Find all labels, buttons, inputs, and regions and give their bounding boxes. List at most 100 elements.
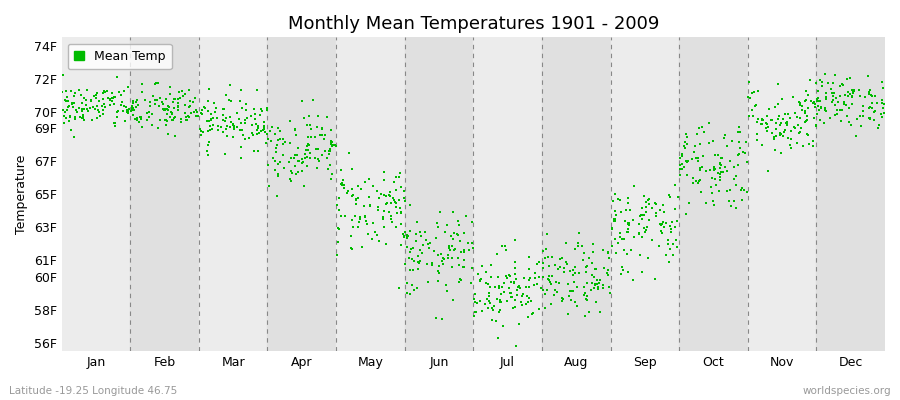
Point <box>442 243 456 250</box>
Point <box>289 170 303 177</box>
Point <box>403 249 418 255</box>
Point <box>326 142 340 148</box>
Point <box>129 104 143 110</box>
Point <box>135 80 149 87</box>
Point <box>814 105 828 111</box>
Point <box>755 142 770 149</box>
Point <box>253 112 267 118</box>
Point <box>90 107 104 113</box>
Point <box>106 119 121 126</box>
Point <box>328 142 343 149</box>
Point <box>120 108 134 115</box>
Point <box>97 88 112 94</box>
Point <box>178 117 193 124</box>
Bar <box>748 37 816 351</box>
Point <box>180 113 194 119</box>
Point <box>69 107 84 113</box>
Point <box>616 236 631 242</box>
Point <box>457 230 472 236</box>
Point <box>176 92 190 99</box>
Point <box>103 96 117 103</box>
Point <box>466 313 481 320</box>
Point <box>662 192 676 199</box>
Point <box>456 246 471 253</box>
Point <box>670 218 684 224</box>
Point <box>622 222 636 228</box>
Point <box>143 99 157 106</box>
Point <box>608 236 623 242</box>
Point <box>58 114 73 121</box>
Point <box>489 317 503 324</box>
Point <box>447 246 462 252</box>
Point <box>64 88 78 94</box>
Point <box>452 278 466 285</box>
Point <box>617 246 632 253</box>
Point <box>602 284 616 290</box>
Point <box>166 96 181 102</box>
Point <box>688 143 703 149</box>
Point <box>770 116 785 122</box>
Point <box>635 212 650 218</box>
Point <box>510 284 525 290</box>
Point <box>800 113 814 120</box>
Point <box>541 254 555 260</box>
Point <box>64 127 78 133</box>
Point <box>544 281 558 287</box>
Point <box>148 100 162 107</box>
Point <box>732 124 746 130</box>
Point <box>634 252 648 259</box>
Point <box>438 282 453 288</box>
Point <box>504 290 518 296</box>
Point <box>392 174 407 180</box>
Point <box>323 138 338 144</box>
Point <box>818 107 832 114</box>
Point <box>627 183 642 189</box>
Point <box>397 187 411 194</box>
Point <box>503 279 517 286</box>
Point <box>319 132 333 138</box>
Point <box>110 108 124 115</box>
Point <box>273 136 287 142</box>
Point <box>406 267 420 274</box>
Point <box>418 237 433 244</box>
Point <box>132 114 147 120</box>
Point <box>756 116 770 123</box>
Point <box>382 208 396 215</box>
Point <box>801 92 815 98</box>
Point <box>303 126 318 132</box>
Point <box>864 92 878 98</box>
Point <box>446 230 461 236</box>
Point <box>865 100 879 106</box>
Point <box>356 203 371 210</box>
Point <box>302 113 317 119</box>
Point <box>348 201 363 208</box>
Point <box>636 192 651 199</box>
Point <box>826 92 841 99</box>
Point <box>353 215 367 222</box>
Point <box>702 140 716 146</box>
Point <box>224 119 238 125</box>
Point <box>512 283 526 290</box>
Point <box>446 247 461 253</box>
Point <box>160 111 175 117</box>
Point <box>225 134 239 140</box>
Point <box>877 110 891 116</box>
Point <box>706 166 721 173</box>
Point <box>780 122 795 128</box>
Point <box>665 241 680 248</box>
Point <box>856 103 870 109</box>
Bar <box>542 37 610 351</box>
Point <box>203 111 218 118</box>
Point <box>681 200 696 207</box>
Point <box>853 93 868 100</box>
Point <box>808 104 823 110</box>
Point <box>754 121 769 127</box>
Point <box>194 132 208 138</box>
Point <box>797 110 812 116</box>
Point <box>261 162 275 168</box>
Point <box>778 120 793 126</box>
Point <box>695 164 709 170</box>
Point <box>692 124 706 131</box>
Point <box>619 206 634 213</box>
Point <box>862 104 877 111</box>
